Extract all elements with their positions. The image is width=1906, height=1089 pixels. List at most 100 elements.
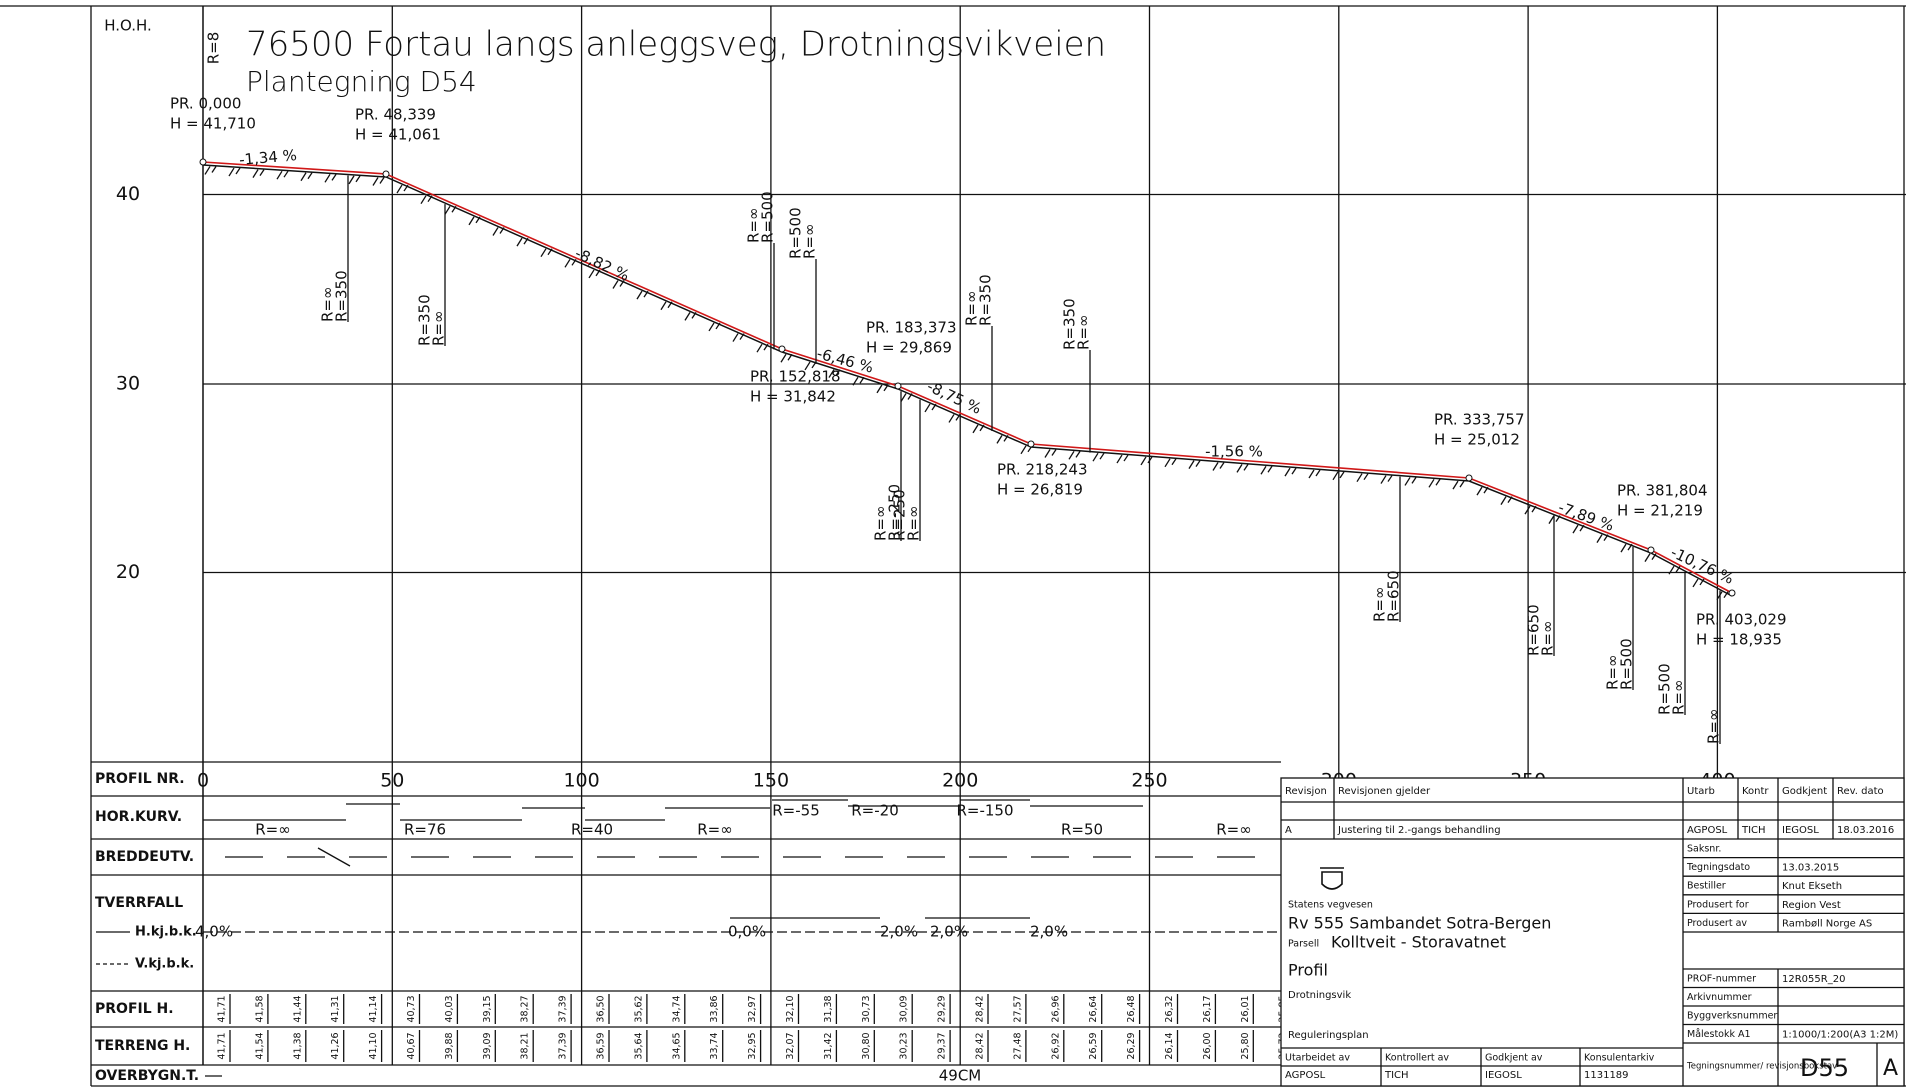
height-label: 32,07	[785, 1032, 796, 1059]
curve-label: R=∞	[1216, 821, 1252, 839]
height-label: 37,39	[558, 1032, 569, 1059]
signature-value: AGPOSL	[1285, 1070, 1326, 1081]
height-label: 40,67	[406, 1032, 417, 1059]
height-label: 30,09	[899, 995, 910, 1022]
height-label: 41,26	[330, 1032, 341, 1059]
height-label: 41,54	[254, 1032, 265, 1059]
title-block-header: Revisjon	[1285, 786, 1327, 797]
row-label: HOR.KURV.	[95, 809, 182, 825]
title-block-header: Rev. dato	[1837, 786, 1884, 797]
height-label: 26,01	[1240, 995, 1251, 1022]
height-label: 41,10	[368, 1032, 379, 1059]
level-label: 20	[116, 561, 140, 583]
title-block-header: Utarb	[1687, 786, 1715, 797]
station-label: 50	[380, 770, 404, 792]
field-label: Arkivnummer	[1687, 992, 1752, 1003]
field-value: 13.03.2015	[1782, 863, 1839, 874]
height-label: 26,96	[1050, 995, 1061, 1022]
height-label: 41,38	[292, 1032, 303, 1059]
height-label: 27,57	[1012, 995, 1023, 1022]
profile-point	[779, 346, 785, 352]
height-label: 37,39	[558, 995, 569, 1022]
height-annotation: H = 21,219	[1617, 502, 1703, 520]
height-annotation: H = 29,869	[866, 339, 952, 357]
place-name: Drotningsvik	[1288, 990, 1351, 1001]
field-label: Produsert for	[1687, 899, 1749, 910]
height-label: 34,65	[671, 1032, 682, 1059]
crossfall-label: 2,0%	[1030, 923, 1068, 941]
row-label: BREDDEUTV.	[95, 849, 194, 865]
row-label: H.kj.b.k.	[135, 925, 197, 940]
radius-label: R=350	[977, 274, 995, 326]
height-label: 38,27	[520, 995, 531, 1022]
curve-label: R=-20	[851, 802, 899, 820]
station-label: 250	[1131, 770, 1167, 792]
project-name: Rv 555 Sambandet Sotra-Bergen	[1288, 914, 1551, 933]
curve-label: R=∞	[255, 821, 291, 839]
height-label: 26,17	[1202, 995, 1213, 1022]
profile-point	[383, 171, 389, 177]
field-label: Tegningsdato	[1686, 862, 1750, 873]
level-label: 40	[116, 183, 140, 205]
radius-label: R=∞	[1075, 315, 1093, 351]
title-block-value: Justering til 2.-gangs behandling	[1337, 825, 1501, 836]
title-block-header: Revisjonen gjelder	[1338, 786, 1431, 797]
station-annotation: PR. 381,804	[1617, 482, 1708, 500]
row-label: TVERRFALL	[95, 895, 183, 911]
height-label: 35,64	[633, 1032, 644, 1059]
row-label: PROFIL H.	[95, 1001, 174, 1017]
plan-type: Reguleringsplan	[1288, 1030, 1369, 1041]
field-label: Byggverksnummer	[1687, 1011, 1777, 1022]
field-value: 1:1000/1:200(A3 1:2M)	[1782, 1030, 1898, 1041]
profile-point	[1466, 475, 1472, 481]
drawing-number: D55	[1800, 1054, 1849, 1082]
row-label: OVERBYGN.T.	[95, 1068, 199, 1084]
height-label: 26,64	[1088, 995, 1099, 1022]
profile-point	[200, 159, 206, 165]
height-label: 30,73	[861, 995, 872, 1022]
profile-point	[1028, 441, 1034, 447]
height-label: 39,09	[482, 1032, 493, 1059]
row-label: PROFIL NR.	[95, 771, 185, 787]
title-block-value: IEGOSL	[1782, 825, 1819, 836]
height-label: 41,44	[292, 995, 303, 1022]
crossfall-label: 2,0%	[930, 923, 968, 941]
profile-point	[1729, 590, 1735, 596]
drawing-sheet: H.O.H. 76500 Fortau langs anleggsveg, Dr…	[0, 0, 1906, 1089]
station-annotation: PR. 0,000	[170, 95, 241, 113]
height-annotation: H = 18,935	[1696, 631, 1782, 649]
height-label: 28,42	[975, 1032, 986, 1059]
height-annotation: H = 41,710	[170, 115, 256, 133]
field-value: Region Vest	[1782, 900, 1841, 911]
curve-label: R=40	[571, 821, 613, 839]
height-label: 38,21	[520, 1032, 531, 1059]
height-label: 25,80	[1240, 1032, 1251, 1059]
height-label: 26,00	[1202, 1032, 1213, 1059]
signature-label: Kontrollert av	[1385, 1053, 1449, 1064]
height-label: 26,14	[1164, 1032, 1175, 1059]
field-label: Produsert av	[1687, 918, 1747, 929]
sheet-name: Profil	[1288, 961, 1328, 980]
height-label: 29,37	[937, 1032, 948, 1059]
title-block-value: TICH	[1741, 825, 1766, 836]
row-label: TERRENG H.	[95, 1038, 190, 1054]
signature-value: TICH	[1384, 1070, 1409, 1081]
profile-point	[895, 383, 901, 389]
height-label: 32,97	[747, 995, 758, 1022]
station-annotation: PR. 48,339	[355, 106, 436, 124]
title-block-header: Kontr	[1742, 786, 1769, 797]
signature-value: IEGOSL	[1485, 1070, 1522, 1081]
title-block-header: Godkjent	[1782, 786, 1827, 797]
station-annotation: PR. 218,243	[997, 461, 1088, 479]
height-label: 26,48	[1126, 995, 1137, 1022]
drawing-title: 76500 Fortau langs anleggsveg, Drotnings…	[246, 25, 1106, 65]
field-value: Rambøll Norge AS	[1782, 918, 1872, 929]
height-label: 40,73	[406, 995, 417, 1022]
field-label: Bestiller	[1687, 881, 1726, 892]
title-block-value: AGPOSL	[1687, 825, 1728, 836]
radius-label: R=8	[205, 32, 223, 65]
pavement-label: 49CM	[939, 1067, 982, 1085]
height-annotation: H = 31,842	[750, 388, 836, 406]
height-label: 41,31	[330, 995, 341, 1022]
height-label: 35,62	[633, 995, 644, 1022]
